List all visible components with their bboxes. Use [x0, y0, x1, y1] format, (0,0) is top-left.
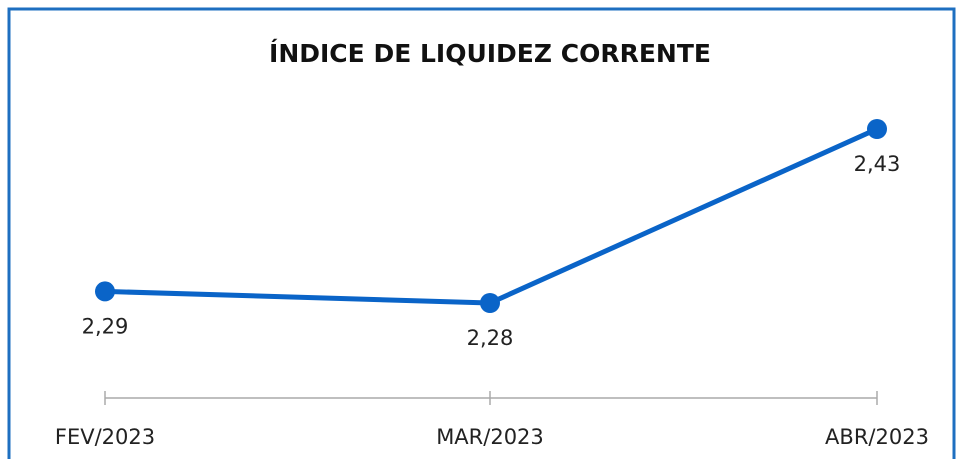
x-tick-label: FEV/2023 — [55, 425, 155, 449]
point — [867, 119, 887, 139]
x-tick-label: ABR/2023 — [825, 425, 929, 449]
chart-frame — [7, 7, 956, 459]
data-label: 2,43 — [854, 152, 901, 176]
data-label: 2,28 — [467, 326, 514, 350]
data-label: 2,29 — [82, 314, 129, 338]
point — [480, 293, 500, 313]
x-tick-label: MAR/2023 — [436, 425, 544, 449]
chart-title: ÍNDICE DE LIQUIDEZ CORRENTE — [269, 39, 711, 68]
point — [95, 281, 115, 302]
